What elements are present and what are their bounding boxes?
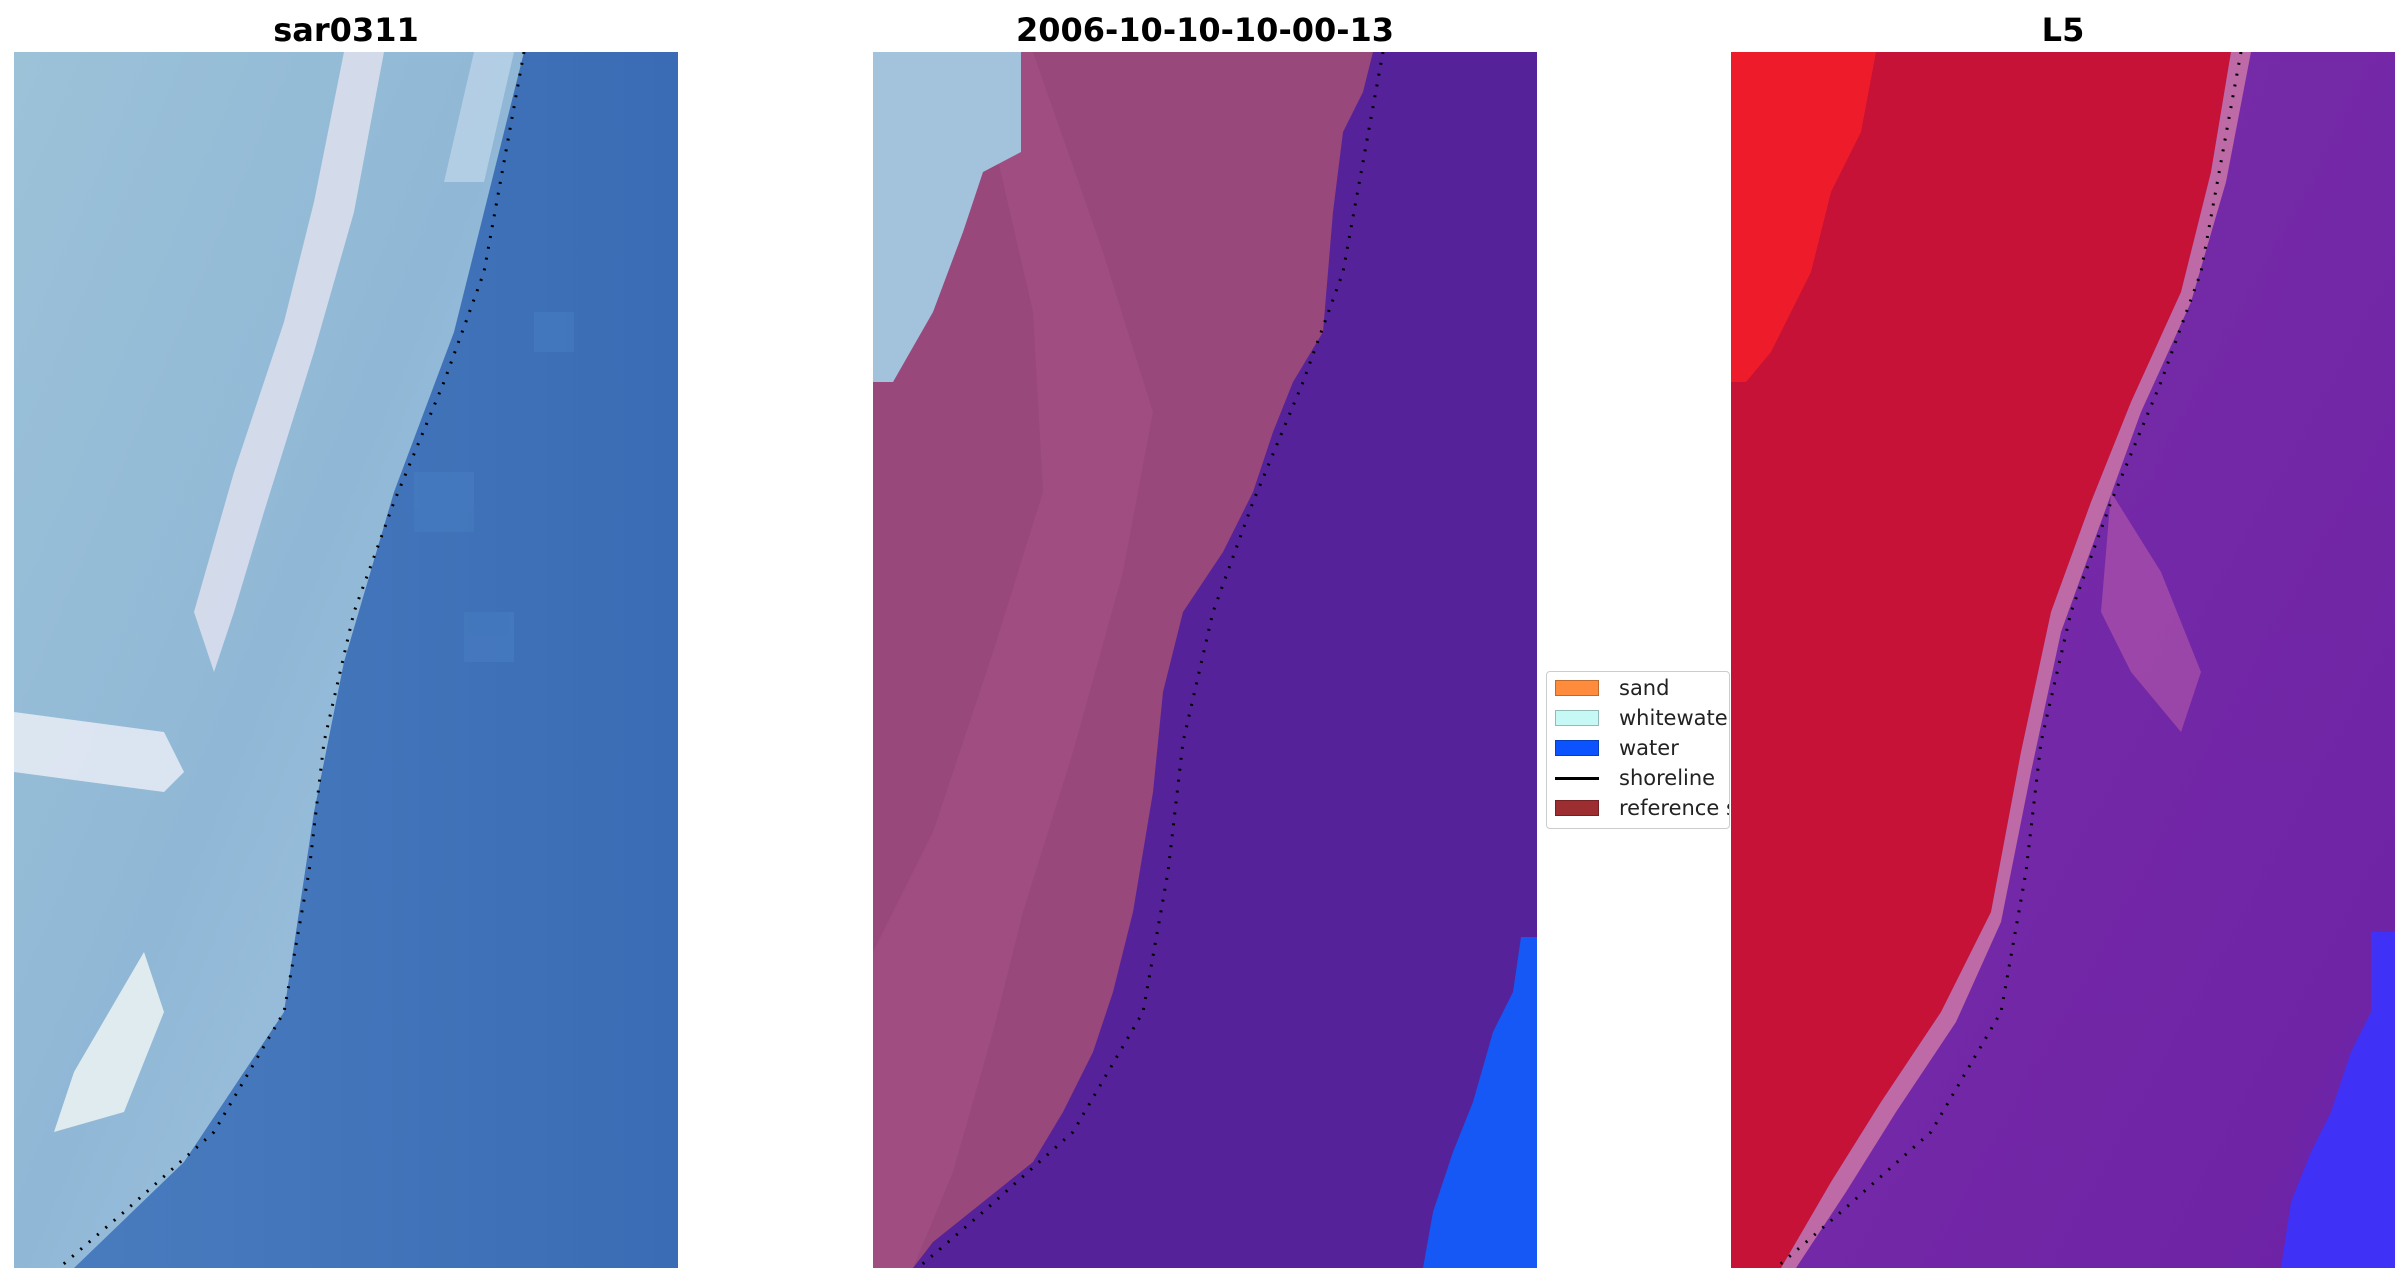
legend-item-water: water (1555, 735, 1679, 761)
classified-image-panel (873, 52, 1537, 1268)
legend-item-whitewater: whitewater (1555, 705, 1730, 731)
whitewater-swatch-icon (1555, 710, 1599, 726)
legend-label-water: water (1619, 736, 1679, 760)
legend-label-shoreline: shoreline (1619, 766, 1716, 790)
rgb-image-panel (14, 52, 678, 1268)
water-swatch-icon (1555, 740, 1599, 756)
legend-label-whitewater: whitewater (1619, 706, 1730, 730)
legend-item-shoreline: shoreline (1555, 765, 1715, 791)
classified-image (873, 52, 1537, 1268)
index-image-panel (1731, 52, 2395, 1268)
panel-title-index: L5 (2041, 11, 2085, 49)
reference-swatch-icon (1555, 800, 1599, 816)
legend-item-sand: sand (1555, 675, 1669, 701)
legend: sand whitewater water shoreline referenc… (1546, 671, 1730, 829)
legend-item-reference: reference shoreline buffer (1555, 795, 1729, 821)
rgb-image (14, 52, 678, 1268)
index-image (1731, 52, 2395, 1268)
sand-swatch-icon (1555, 680, 1599, 696)
panel-title-classified: 2006-10-10-10-00-13 (1015, 11, 1395, 49)
legend-label-reference: reference shoreline buffer (1619, 796, 1729, 820)
legend-label-sand: sand (1619, 676, 1670, 700)
shoreline-line-icon (1555, 776, 1599, 780)
panel-title-rgb: sar0311 (273, 11, 419, 49)
